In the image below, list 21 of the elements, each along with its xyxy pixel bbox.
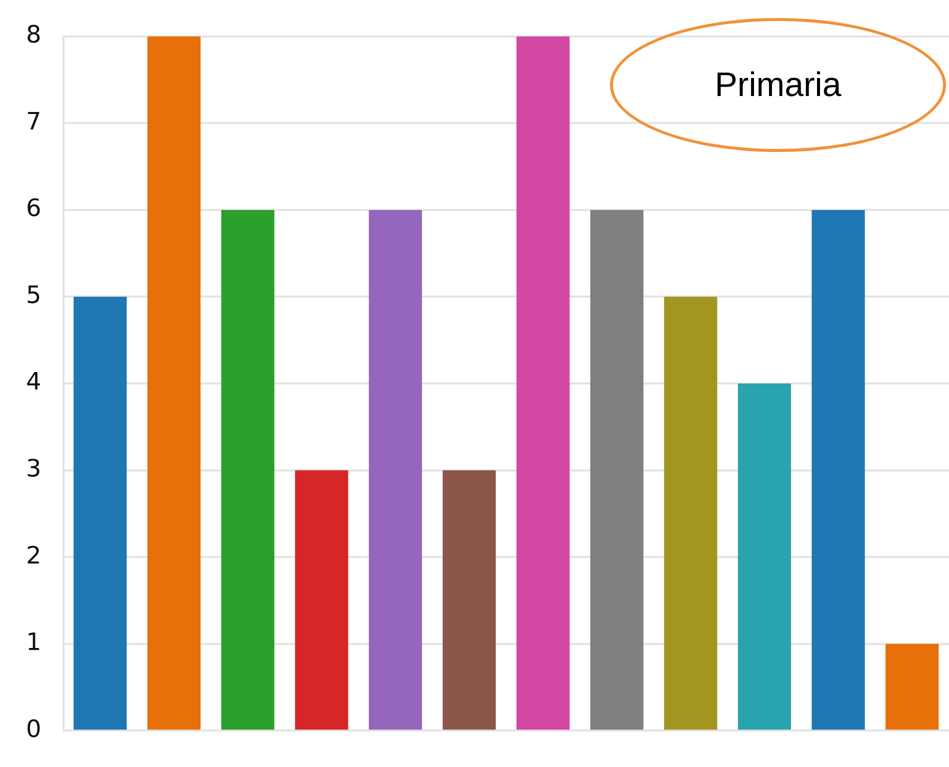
y-tick-label: 1 (26, 628, 42, 656)
bar (442, 470, 496, 730)
bar (74, 296, 127, 730)
bar (812, 210, 865, 730)
bar (221, 210, 274, 730)
y-tick-label: 8 (26, 20, 42, 49)
bar (664, 296, 718, 730)
y-tick-label: 7 (26, 107, 42, 136)
bar (147, 36, 201, 730)
y-tick-label: 5 (26, 280, 42, 309)
y-tick-label: 3 (26, 454, 42, 483)
bar (590, 210, 644, 730)
bar (368, 210, 422, 730)
bar (295, 470, 348, 730)
y-tick-label: 0 (26, 714, 42, 743)
bar (738, 384, 792, 730)
bar (516, 36, 570, 730)
y-tick-label: 4 (26, 368, 42, 396)
y-tick-label: 6 (26, 194, 42, 222)
bar (886, 644, 939, 730)
y-tick-label: 2 (26, 541, 42, 570)
